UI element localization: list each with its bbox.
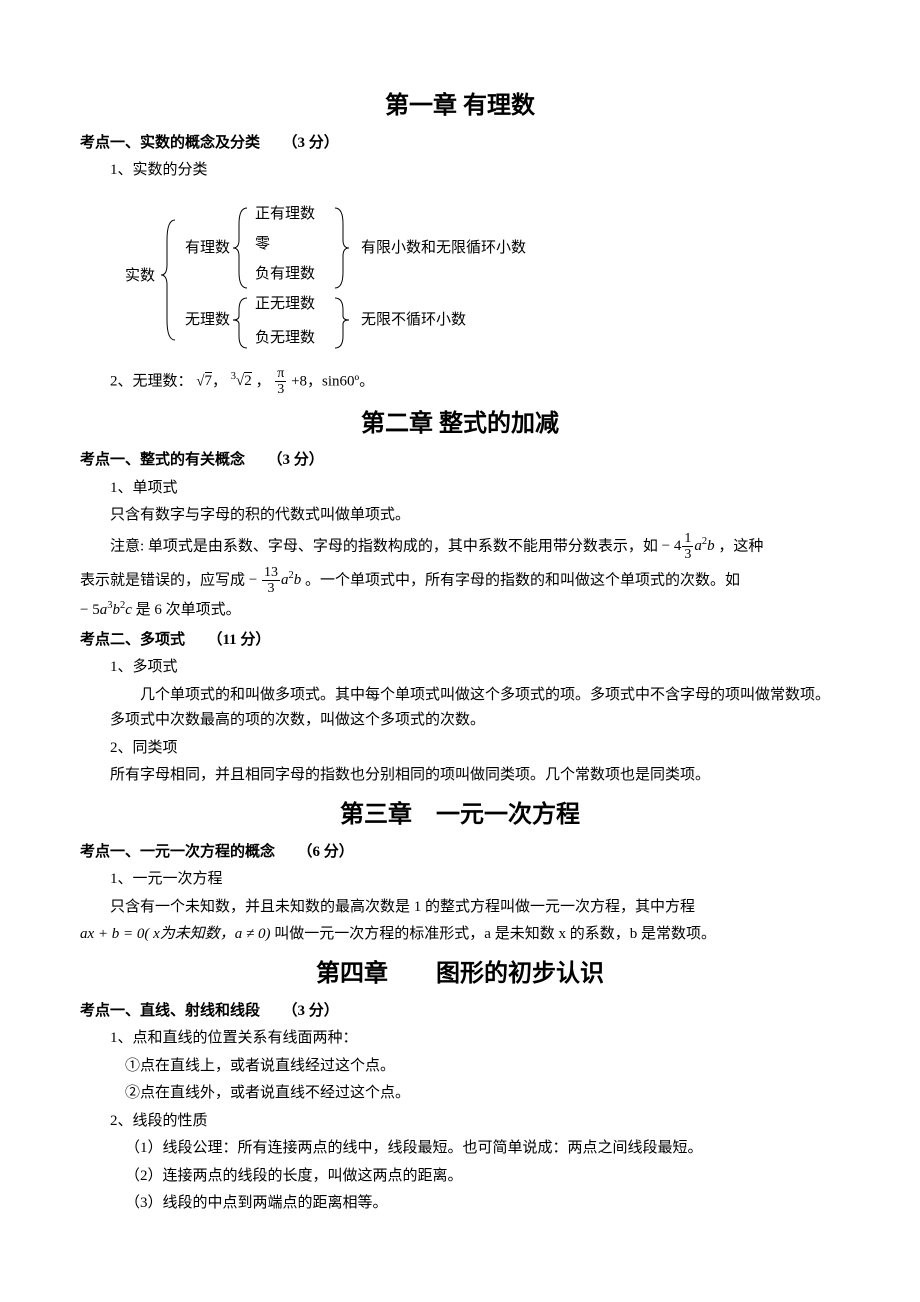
ch2-k1-heading: 考点一、整式的有关概念 （3 分） <box>80 448 840 474</box>
ch2-k1-item1: 1、单项式 <box>110 476 840 502</box>
tree-b1: 正无理数 <box>255 295 315 312</box>
math-improper-fraction: − 133a2b <box>249 572 301 588</box>
tree-a3: 负有理数 <box>255 265 315 282</box>
tree-a-note: 有限小数和无限循环小数 <box>361 239 526 256</box>
tree-rational-label: 有理数 <box>185 239 230 256</box>
brace-rational-close <box>335 208 349 288</box>
tree-a2: 零 <box>255 236 270 252</box>
tree-a1: 正有理数 <box>255 205 315 222</box>
math-monomial-example: − 5a3b2c <box>80 602 132 618</box>
ch4-k1-item1: 1、点和直线的位置关系有线面两种： <box>110 1026 840 1052</box>
real-number-tree: 实数 有理数 正有理数 零 负有理数 有限小数和无限循环小数 无理数 正无理数 … <box>125 190 840 360</box>
ch2-k1-5: 是 6 次单项式。 <box>136 602 241 618</box>
ch1-irrational-suffix: +8，sin60º。 <box>291 373 374 389</box>
math-mixed-fraction: − 413a2b <box>662 538 715 554</box>
ch4-k1-item2: 2、线段的性质 <box>110 1109 840 1135</box>
brace-rational <box>233 208 247 288</box>
ch2-k1-item5: − 5a3b2c 是 6 次单项式。 <box>80 598 840 624</box>
ch2-k1-3a: 注意: 单项式是由系数、字母、字母的指数构成的，其中系数不能用带分数表示，如 <box>110 538 658 554</box>
tree-irrational-label: 无理数 <box>185 311 230 328</box>
math-cbrt2: 3√2 <box>231 373 252 389</box>
chapter-1-title: 第一章 有理数 <box>80 86 840 127</box>
ch1-k1-heading: 考点一、实数的概念及分类 （3 分） <box>80 131 840 157</box>
chapter-3-title: 第三章 一元一次方程 <box>80 795 840 836</box>
math-linear-eq: ax + b = 0( x为未知数，a ≠ 0) <box>80 926 271 942</box>
tree-b2: 负无理数 <box>255 329 315 346</box>
tree-b-note: 无限不循环小数 <box>361 311 466 328</box>
ch1-k1-item1: 1、实数的分类 <box>110 158 840 184</box>
chapter-2-title: 第二章 整式的加减 <box>80 404 840 445</box>
ch2-k1-item3: 注意: 单项式是由系数、字母、字母的指数构成的，其中系数不能用带分数表示，如 −… <box>110 531 840 563</box>
ch2-k1-4b: 。一个单项式中，所有字母的指数的和叫做这个单项式的次数。如 <box>305 572 740 588</box>
brace-irrational <box>233 298 247 348</box>
ch2-k1-4a: 表示就是错误的，应写成 <box>80 572 245 588</box>
ch2-k1-item2: 只含有数字与字母的积的代数式叫做单项式。 <box>110 503 840 529</box>
brace-root <box>161 220 175 340</box>
ch4-k1-item2c: （3）线段的中点到两端点的距离相等。 <box>125 1191 840 1217</box>
ch3-k1-item3: ax + b = 0( x为未知数，a ≠ 0) 叫做一元一次方程的标准形式，a… <box>80 922 840 948</box>
ch2-k1-item4: 表示就是错误的，应写成 − 133a2b 。一个单项式中，所有字母的指数的和叫做… <box>80 565 840 597</box>
ch2-k2-item4: 所有字母相同，并且相同字母的指数也分别相同的项叫做同类项。几个常数项也是同类项。 <box>110 763 840 789</box>
ch4-k1-item2a: （1）线段公理：所有连接两点的线中，线段最短。也可简单说成：两点之间线段最短。 <box>125 1136 840 1162</box>
ch2-k2-2-text: 几个单项式的和叫做多项式。其中每个单项式叫做这个多项式的项。多项式中不含字母的项… <box>110 683 840 734</box>
ch2-k2-item2: 几个单项式的和叫做多项式。其中每个单项式叫做这个多项式的项。多项式中不含字母的项… <box>110 683 840 734</box>
ch2-k2-item3: 2、同类项 <box>110 736 840 762</box>
ch3-k1-heading: 考点一、一元一次方程的概念 （6 分） <box>80 840 840 866</box>
ch4-k1-item1b: ②点在直线外，或者说直线不经过这个点。 <box>125 1081 840 1107</box>
chapter-4-title: 第四章 图形的初步认识 <box>80 954 840 995</box>
ch2-k1-3b: ，这种 <box>718 538 763 554</box>
ch3-k1-item1: 1、一元一次方程 <box>110 867 840 893</box>
math-pi-over-3: π3 <box>275 366 286 398</box>
ch2-k2-heading: 考点二、多项式 （11 分） <box>80 628 840 654</box>
brace-irrational-close <box>335 298 349 348</box>
ch1-irrational-prefix: 2、无理数： <box>110 373 193 389</box>
tree-root-label: 实数 <box>125 267 155 284</box>
tree-svg: 实数 有理数 正有理数 零 负有理数 有限小数和无限循环小数 无理数 正无理数 … <box>125 190 685 360</box>
math-sqrt7: √7 <box>196 372 212 389</box>
ch3-k1-3b: 叫做一元一次方程的标准形式，a 是未知数 x 的系数，b 是常数项。 <box>274 926 716 942</box>
ch4-k1-item2b: （2）连接两点的线段的长度，叫做这两点的距离。 <box>125 1164 840 1190</box>
ch4-k1-heading: 考点一、直线、射线和线段 （3 分） <box>80 999 840 1025</box>
ch4-k1-item1a: ①点在直线上，或者说直线经过这个点。 <box>125 1054 840 1080</box>
ch3-k1-item2: 只含有一个未知数，并且未知数的最高次数是 1 的整式方程叫做一元一次方程，其中方… <box>110 895 840 921</box>
ch2-k2-item1: 1、多项式 <box>110 655 840 681</box>
ch1-k1-item2: 2、无理数： √7， 3√2 ， π3 +8，sin60º。 <box>110 366 840 398</box>
